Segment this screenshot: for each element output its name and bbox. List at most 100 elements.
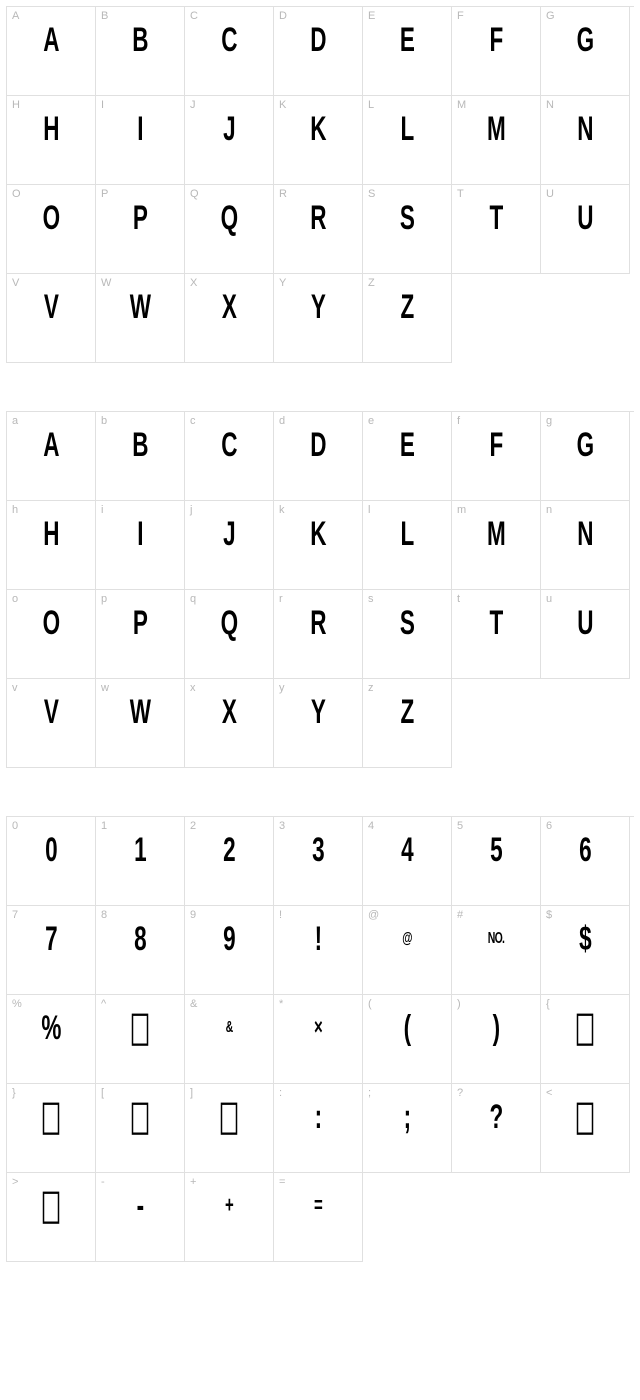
glyph-cell: 44 <box>363 817 452 906</box>
key-label: r <box>279 593 283 605</box>
glyph: I <box>107 515 173 554</box>
glyph: D <box>285 21 351 60</box>
glyph-cell: jJ <box>185 501 274 590</box>
glyph <box>18 1098 84 1137</box>
glyph: P <box>107 604 173 643</box>
glyph-cell: < <box>541 1084 630 1173</box>
glyph: N <box>552 515 618 554</box>
glyph-cell: > <box>7 1173 96 1262</box>
glyph: X <box>196 288 262 327</box>
glyph-cell: dD <box>274 412 363 501</box>
glyph-cell: 11 <box>96 817 185 906</box>
glyph: F <box>463 426 529 465</box>
glyph-cell: II <box>96 96 185 185</box>
glyph-cell: gG <box>541 412 630 501</box>
glyph: U <box>552 604 618 643</box>
key-label: ] <box>190 1087 193 1099</box>
glyph: = <box>285 1193 351 1219</box>
glyph-cell: zZ <box>363 679 452 768</box>
glyph-cell: tT <box>452 590 541 679</box>
glyph-cell: && <box>185 995 274 1084</box>
glyph-cell: ++ <box>185 1173 274 1262</box>
glyph: 0 <box>18 831 84 870</box>
glyph-cell: uU <box>541 590 630 679</box>
glyph: % <box>18 1009 84 1048</box>
glyph: ; <box>374 1098 440 1137</box>
glyph: @ <box>374 928 440 946</box>
glyph-cell: %% <box>7 995 96 1084</box>
glyph-cell: OO <box>7 185 96 274</box>
key-label: { <box>546 998 550 1010</box>
glyph-cell: lL <box>363 501 452 590</box>
section-numbers-symbols: 00112233445566778899!!@@#NO.$$%%^&&*×(()… <box>6 816 634 1262</box>
missing-glyph-icon <box>132 1103 149 1135</box>
glyph-cell: 22 <box>185 817 274 906</box>
glyph: G <box>552 21 618 60</box>
glyph: G <box>552 426 618 465</box>
key-label: k <box>279 504 285 516</box>
glyph-cell: ] <box>185 1084 274 1173</box>
glyph: M <box>463 515 529 554</box>
glyph: 3 <box>285 831 351 870</box>
glyph-cell: wW <box>96 679 185 768</box>
key-label: ( <box>368 998 372 1010</box>
key-label: : <box>279 1087 282 1099</box>
glyph: 2 <box>196 831 262 870</box>
glyph-cell: yY <box>274 679 363 768</box>
glyph-grid: aAbBcCdDeEfFgGhHiIjJkKlLmMnNoOpPqQrRsStT… <box>6 411 634 679</box>
key-label: ^ <box>101 998 106 1010</box>
glyph-cell: -- <box>96 1173 185 1262</box>
glyph: O <box>18 199 84 238</box>
glyph-cell: 99 <box>185 906 274 995</box>
glyph: V <box>18 693 84 732</box>
glyph-cell: SS <box>363 185 452 274</box>
key-label: # <box>457 909 463 921</box>
glyph: 8 <box>107 920 173 959</box>
key-label: + <box>190 1176 196 1188</box>
glyph-cell: EE <box>363 7 452 96</box>
glyph: U <box>552 199 618 238</box>
missing-glyph-icon <box>43 1103 60 1135</box>
section-lowercase: aAbBcCdDeEfFgGhHiIjJkKlLmMnNoOpPqQrRsStT… <box>6 411 634 768</box>
glyph-cell: pP <box>96 590 185 679</box>
glyph-cell: MM <box>452 96 541 185</box>
glyph: X <box>196 693 262 732</box>
glyph: D <box>285 426 351 465</box>
glyph-cell: == <box>274 1173 363 1262</box>
glyph-cell: qQ <box>185 590 274 679</box>
key-label: j <box>190 504 192 516</box>
missing-glyph-icon <box>132 1014 149 1046</box>
glyph: ? <box>463 1098 529 1137</box>
glyph-cell: YY <box>274 274 363 363</box>
key-label: x <box>190 682 196 694</box>
key-label: t <box>457 593 460 605</box>
key-label: ) <box>457 998 461 1010</box>
glyph: & <box>196 1017 262 1035</box>
glyph <box>552 1098 618 1137</box>
glyph: K <box>285 110 351 149</box>
glyph: O <box>18 604 84 643</box>
glyph: C <box>196 21 262 60</box>
key-label: s <box>368 593 374 605</box>
glyph: × <box>285 1015 351 1041</box>
glyph-cell: BB <box>96 7 185 96</box>
key-label: = <box>279 1176 285 1188</box>
glyph: V <box>18 288 84 327</box>
glyph: : <box>285 1098 351 1137</box>
glyph-cell: oO <box>7 590 96 679</box>
glyph: A <box>18 426 84 465</box>
glyph-cell: PP <box>96 185 185 274</box>
glyph: H <box>18 515 84 554</box>
key-label: - <box>101 1176 105 1188</box>
glyph: R <box>285 199 351 238</box>
key-label: l <box>368 504 370 516</box>
glyph: Y <box>285 693 351 732</box>
glyph: I <box>107 110 173 149</box>
glyph-cell: #NO. <box>452 906 541 995</box>
glyph-cell: iI <box>96 501 185 590</box>
glyph-cell: 88 <box>96 906 185 995</box>
glyph-cell: ?? <box>452 1084 541 1173</box>
key-label: ! <box>279 909 282 921</box>
glyph-cell: vV <box>7 679 96 768</box>
glyph-cell: 00 <box>7 817 96 906</box>
